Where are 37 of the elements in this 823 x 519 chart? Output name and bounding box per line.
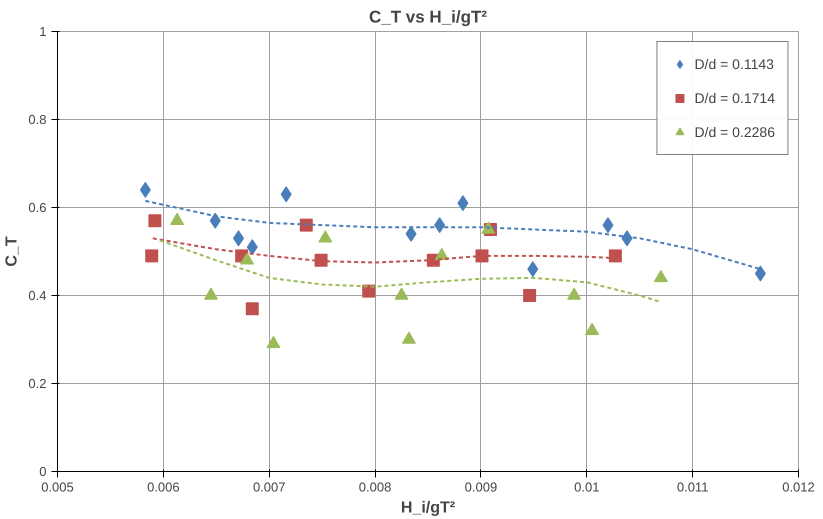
point	[475, 249, 488, 262]
point	[754, 266, 766, 282]
point	[145, 249, 158, 262]
y-tick-label: 0.2	[28, 376, 47, 391]
y-tick-label: 1	[39, 24, 47, 39]
chart-title: C_T vs H_i/gT²	[368, 8, 488, 26]
point	[654, 270, 668, 282]
y-tick-label: 0	[39, 464, 47, 479]
legend-label: D/d = 0.1714	[694, 90, 775, 106]
x-axis-title: H_i/gT²	[400, 500, 456, 516]
point	[402, 331, 416, 344]
legend-label: D/d = 0.1143	[694, 56, 774, 72]
point	[148, 214, 162, 228]
x-tick-label: 0.006	[147, 480, 180, 494]
x-tick-label: 0.01	[574, 480, 600, 494]
x-tick-label: 0.012	[782, 480, 815, 494]
point	[246, 302, 259, 316]
point	[394, 287, 409, 300]
legend-label: D/d = 0.2286	[694, 124, 775, 140]
y-axis-title: C_T	[3, 236, 20, 267]
point	[240, 252, 254, 265]
x-tick-label: 0.005	[41, 480, 74, 494]
point	[523, 289, 536, 302]
x-tick-label: 0.008	[358, 480, 392, 494]
point	[300, 218, 313, 232]
point	[266, 336, 280, 348]
point	[608, 249, 622, 262]
point	[567, 287, 582, 300]
point	[204, 287, 218, 300]
y-tick-label: 0.4	[28, 288, 47, 303]
y-tick-label: 0.6	[28, 200, 47, 215]
x-tick-label: 0.011	[676, 480, 708, 494]
x-tick-label: 0.007	[252, 480, 286, 494]
x-tick-label: 0.009	[464, 480, 498, 494]
point	[585, 322, 600, 335]
point	[314, 254, 328, 267]
y-tick-label: 0.8	[28, 112, 47, 127]
